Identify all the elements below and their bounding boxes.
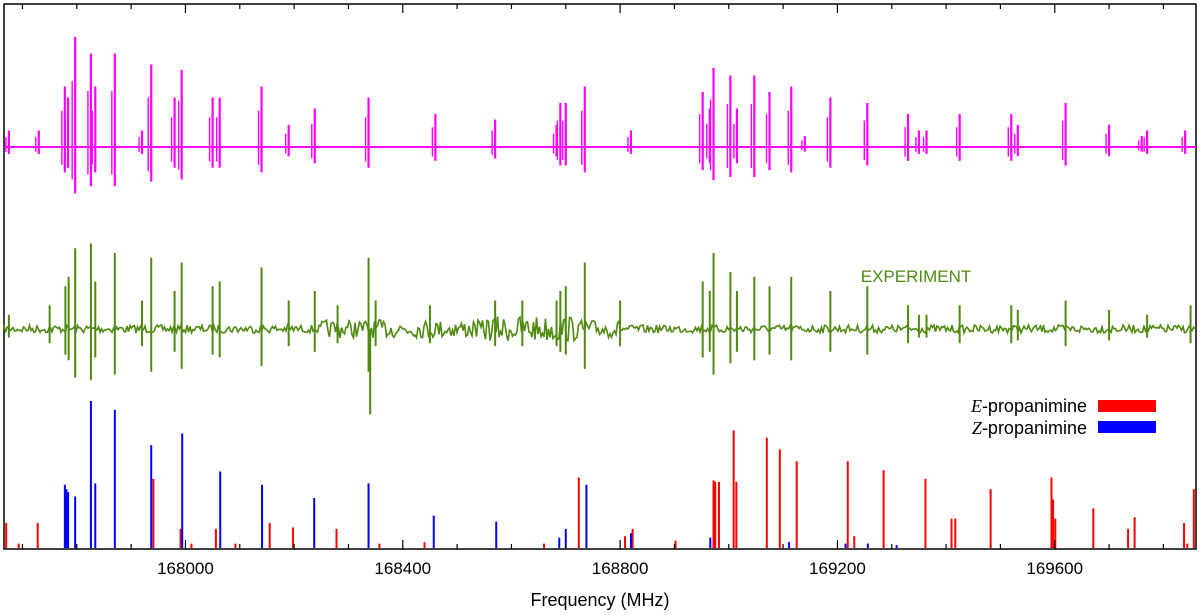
legend-label-e: E-propanimine xyxy=(970,396,1087,416)
x-axis-label: Frequency (MHz) xyxy=(530,590,669,610)
x-axis-ticks: 168000 168400 168800 169200 169600 xyxy=(21,4,1165,578)
x-tick-label-168400: 168400 xyxy=(374,559,431,578)
x-tick-label-169200: 169200 xyxy=(809,559,866,578)
legend: E-propanimine Z-propanimine xyxy=(970,396,1156,438)
legend-swatch-z xyxy=(1098,421,1156,433)
experiment-noise-trace xyxy=(3,315,1196,343)
x-tick-label-168000: 168000 xyxy=(157,559,214,578)
traces-layer xyxy=(3,37,1196,415)
legend-swatch-e xyxy=(1098,400,1156,412)
sticks-layer xyxy=(5,401,1195,548)
x-tick-label-168800: 168800 xyxy=(592,559,649,578)
plot-frame xyxy=(3,3,1197,550)
x-tick-label-169600: 169600 xyxy=(1026,559,1083,578)
experiment-label: EXPERIMENT xyxy=(861,267,972,286)
legend-label-z: Z-propanimine xyxy=(972,418,1087,438)
